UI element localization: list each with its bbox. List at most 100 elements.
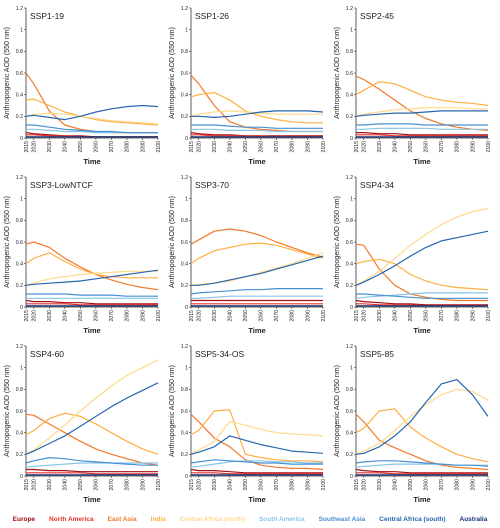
x-tick-label: 2020 bbox=[197, 141, 203, 153]
y-axis-label: Anthropogenic AOD (550 nm) bbox=[334, 196, 341, 288]
x-tick-label: 2060 bbox=[259, 310, 265, 322]
x-tick-label: 2015 bbox=[24, 310, 30, 322]
x-tick-label: 2080 bbox=[290, 479, 296, 491]
series-line-europe bbox=[25, 299, 158, 305]
x-tick-label: 2040 bbox=[393, 141, 399, 153]
legend-item-europe: Europe bbox=[12, 515, 36, 523]
y-tick-label: 0.8 bbox=[181, 218, 188, 224]
series-line-south-america bbox=[190, 460, 323, 468]
y-tick-label: 1 bbox=[185, 196, 188, 202]
x-tick-label: 2070 bbox=[274, 310, 280, 322]
y-tick-label: 0.4 bbox=[16, 430, 23, 436]
x-tick-label: 2020 bbox=[362, 479, 368, 491]
x-tick-label: 2030 bbox=[212, 479, 218, 491]
x-tick-label: 2020 bbox=[32, 310, 38, 322]
series-line-central-africa-north bbox=[25, 359, 159, 455]
series-line-europe bbox=[25, 132, 158, 138]
series-line-india bbox=[190, 242, 324, 265]
x-tick-label: 2030 bbox=[47, 310, 53, 322]
x-axis-label: Time bbox=[83, 495, 100, 504]
panel-ssp5-34-os: SSP5-34-OS 0 0.2 0.4 0.6 0.8 1 1.2 2015 2020 2030 2… bbox=[169, 344, 327, 504]
x-tick-label: 2050 bbox=[408, 141, 414, 153]
x-tick-label: 2050 bbox=[243, 479, 249, 491]
x-tick-label: 2070 bbox=[439, 310, 445, 322]
legend-item-southeast-asia: Southeast Asia bbox=[318, 515, 366, 523]
x-axis-label: Time bbox=[248, 157, 265, 166]
legend-item-india: India bbox=[150, 515, 166, 523]
panel-title: SSP2-45 bbox=[360, 11, 394, 21]
series-line-southeast-asia bbox=[355, 460, 489, 467]
x-tick-label: 2090 bbox=[305, 141, 311, 153]
series-line-central-africa-south bbox=[25, 104, 159, 121]
y-tick-label: 0.4 bbox=[16, 92, 23, 98]
series-line-central-africa-north bbox=[190, 421, 324, 455]
x-tick-label: 2070 bbox=[109, 479, 115, 491]
x-tick-label: 2090 bbox=[140, 141, 146, 153]
y-axis-label: Anthropogenic AOD (550 nm) bbox=[4, 365, 11, 457]
y-tick-label: 0.2 bbox=[181, 283, 188, 289]
panel-title: SSP5-34-OS bbox=[195, 349, 244, 359]
x-tick-label: 2050 bbox=[243, 141, 249, 153]
y-tick-label: 0 bbox=[350, 305, 353, 311]
x-tick-label: 2100 bbox=[486, 310, 492, 322]
x-tick-label: 2050 bbox=[78, 479, 84, 491]
legend-item-north-america: North America bbox=[49, 515, 94, 523]
x-tick-label: 2070 bbox=[274, 141, 280, 153]
x-tick-label: 2090 bbox=[470, 479, 476, 491]
series-line-europe bbox=[356, 132, 488, 136]
y-tick-label: 0.8 bbox=[181, 49, 188, 55]
x-tick-label: 2040 bbox=[393, 310, 399, 322]
series-line-north-america bbox=[356, 134, 488, 137]
x-tick-label: 2020 bbox=[362, 141, 368, 153]
x-tick-label: 2100 bbox=[156, 310, 162, 322]
x-tick-label: 2050 bbox=[243, 310, 249, 322]
y-tick-label: 0.4 bbox=[181, 92, 188, 98]
x-tick-label: 2060 bbox=[259, 141, 265, 153]
y-tick-label: 1.2 bbox=[16, 175, 23, 181]
x-tick-label: 2070 bbox=[439, 141, 445, 153]
x-tick-label: 2015 bbox=[189, 310, 195, 322]
panel-ssp2-45: SSP2-45 0 0.2 0.4 0.6 0.8 1 1.2 2015 2020 2030 2040… bbox=[334, 6, 492, 166]
y-tick-label: 0.6 bbox=[181, 71, 188, 77]
panel-title: SSP5-85 bbox=[360, 349, 394, 359]
series-line-south-america bbox=[25, 462, 158, 468]
y-tick-label: 0.8 bbox=[346, 218, 353, 224]
panel-ssp1-26: SSP1-26 0 0.2 0.4 0.6 0.8 1 1.2 2015 2020 2030 2040… bbox=[169, 6, 327, 166]
y-tick-label: 0.6 bbox=[181, 409, 188, 415]
series-line-southeast-asia bbox=[356, 123, 488, 126]
series-line-southeast-asia bbox=[26, 293, 158, 297]
x-tick-label: 2080 bbox=[125, 141, 131, 153]
series-line-central-africa-south bbox=[355, 110, 488, 117]
y-axis-label: Anthropogenic AOD (550 nm) bbox=[4, 196, 11, 288]
x-tick-label: 2090 bbox=[470, 310, 476, 322]
y-tick-label: 1.2 bbox=[346, 175, 353, 181]
x-tick-label: 2040 bbox=[393, 479, 399, 491]
series-line-north-america bbox=[356, 472, 488, 475]
y-tick-label: 1 bbox=[350, 365, 353, 371]
x-tick-label: 2060 bbox=[424, 141, 430, 153]
x-tick-label: 2020 bbox=[197, 479, 203, 491]
panel-title: SSP1-26 bbox=[195, 11, 229, 21]
y-tick-label: 0 bbox=[185, 136, 188, 142]
y-tick-label: 0 bbox=[20, 136, 23, 142]
x-tick-label: 2040 bbox=[228, 479, 234, 491]
x-tick-label: 2015 bbox=[189, 479, 195, 491]
series-line-central-africa-south bbox=[191, 255, 324, 286]
x-axis-label: Time bbox=[83, 326, 100, 335]
panel-title: SSP1-19 bbox=[30, 11, 64, 21]
x-tick-label: 2070 bbox=[109, 141, 115, 153]
y-axis-label: Anthropogenic AOD (550 nm) bbox=[334, 365, 341, 457]
series-line-central-africa-north bbox=[190, 252, 324, 286]
x-tick-label: 2050 bbox=[78, 310, 84, 322]
y-tick-label: 1.2 bbox=[346, 6, 353, 12]
legend-item-east-asia: East Asia bbox=[107, 515, 137, 523]
y-tick-label: 0.6 bbox=[181, 240, 188, 246]
x-tick-label: 2020 bbox=[32, 479, 38, 491]
y-tick-label: 0.8 bbox=[16, 49, 23, 55]
series-line-southeast-asia bbox=[190, 288, 323, 295]
x-tick-label: 2030 bbox=[377, 310, 383, 322]
y-tick-label: 0.2 bbox=[16, 283, 23, 289]
y-tick-label: 0.8 bbox=[346, 387, 353, 393]
y-tick-label: 1 bbox=[185, 27, 188, 33]
x-tick-label: 2015 bbox=[24, 479, 30, 491]
